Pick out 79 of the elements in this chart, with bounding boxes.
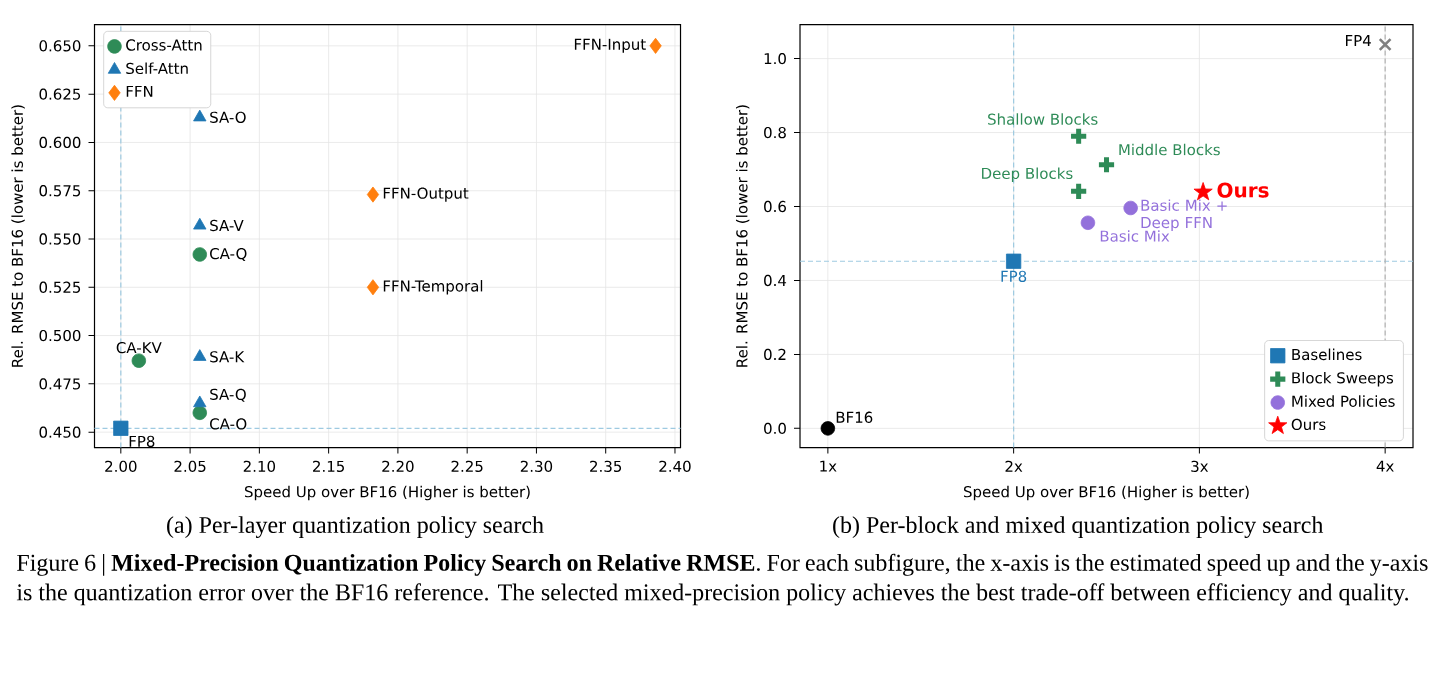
data-label: Shallow Blocks (988, 113, 1098, 125)
data-label: SA-Q (210, 388, 246, 402)
legend-label: Self-Attn (126, 62, 188, 75)
x-tick-label: 2.35 (590, 460, 622, 473)
data-label: Ours (1217, 182, 1269, 198)
data-label: BF16 (836, 411, 873, 423)
point (366, 186, 380, 203)
x-tick-label: 2.15 (313, 460, 344, 473)
x-tick-label: 2.25 (451, 460, 483, 473)
y-tick-label: 0.625 (39, 88, 81, 100)
x-tick-label: 2.05 (174, 460, 206, 473)
y-tick-label: 0.8 (764, 126, 786, 139)
y-tick-label: 1.0 (764, 52, 786, 65)
x-tick-label: 3x (1191, 460, 1209, 473)
x-axis-title: Speed Up over BF16 (Higher is better) (963, 485, 1249, 501)
y-tick-label: 0.550 (39, 233, 81, 245)
point (193, 349, 207, 361)
y-tick-label: 0.500 (39, 329, 81, 342)
point (193, 109, 207, 122)
y-tick-label: 0.6 (764, 200, 786, 213)
x-tick-label: 2x (1005, 460, 1023, 472)
point (1123, 200, 1138, 216)
y-tick-label: 0.575 (39, 185, 81, 197)
point (113, 420, 129, 436)
data-label: FP4 (1346, 35, 1371, 47)
x-tick-label: 2.20 (382, 460, 414, 473)
point (366, 279, 380, 296)
data-label: CA-O (210, 418, 247, 430)
point (192, 247, 207, 262)
legend-label: Cross-Attn (126, 39, 202, 51)
point (193, 217, 207, 230)
legend-label: Baselines (1292, 348, 1362, 361)
x-tick-label: 2.40 (659, 460, 691, 473)
y-axis-title: Rel. RMSE to BF16 (lower is better) (11, 105, 25, 367)
data-label: Middle Blocks (1119, 143, 1220, 156)
legend-label: Block Sweeps (1292, 371, 1394, 387)
point (131, 353, 147, 368)
x-tick-label: 2.10 (243, 460, 276, 473)
point (649, 37, 662, 54)
data-label: Basic Mix + Deep FFN (1141, 199, 1227, 232)
point (1006, 253, 1022, 269)
data-label: Basic Mix (1100, 230, 1170, 242)
data-label: SA-K (210, 351, 245, 363)
x-axis-title: Speed Up over BF16 (Higher is better) (244, 485, 530, 501)
data-label: CA-KV (116, 341, 162, 354)
x-tick-label: 1x (820, 460, 837, 472)
point (1080, 215, 1096, 230)
data-label: FP8 (1001, 270, 1027, 282)
data-label: Deep Blocks (982, 167, 1073, 182)
legend-label: Mixed Policies (1292, 395, 1395, 407)
point (193, 395, 207, 408)
y-tick-label: 0.600 (39, 136, 81, 149)
y-tick-label: 0.525 (39, 281, 81, 293)
x-tick-label: 2.00 (105, 460, 137, 473)
x-tick-label: 2.30 (520, 460, 553, 473)
point (1193, 182, 1213, 201)
data-label: CA-Q (210, 247, 247, 261)
point (192, 405, 207, 421)
legend-label: Ours (1291, 418, 1326, 431)
data-label: FP8 (129, 435, 155, 448)
point (1378, 37, 1392, 52)
y-tick-label: 0.450 (39, 426, 81, 438)
caption: Figure 6 | Mixed-Precision Quantization Policy Search on Relative RMSE. For each subfigure, the x-axis is the estimated speed up and the y-axis is the quantization error over the BF16 reference. The selected mixed-precision policy achieves the best trade-off between efficiency and quality. (16, 553, 1428, 606)
data-label: SA-O (210, 111, 246, 123)
y-tick-label: 0.475 (39, 378, 81, 390)
y-tick-label: 0.2 (764, 348, 786, 361)
x-tick-label: 4x (1376, 460, 1394, 472)
y-tick-label: 0.4 (764, 274, 787, 287)
data-label: FFN-Temporal (383, 280, 483, 295)
text: (b) Per-block and mixed quantization policy search (833, 516, 1324, 539)
legend-label: FFN (126, 85, 153, 97)
y-axis-title: Rel. RMSE to BF16 (lower is better) (735, 105, 750, 367)
data-label: FFN-Input (574, 38, 646, 53)
data-label: SA-V (210, 219, 244, 232)
text: (a) Per-layer quantization policy search (167, 516, 544, 539)
y-tick-label: 0.650 (39, 40, 81, 52)
point (820, 421, 836, 436)
y-tick-label: 0.0 (764, 422, 786, 435)
data-label: FFN-Output (383, 187, 469, 202)
